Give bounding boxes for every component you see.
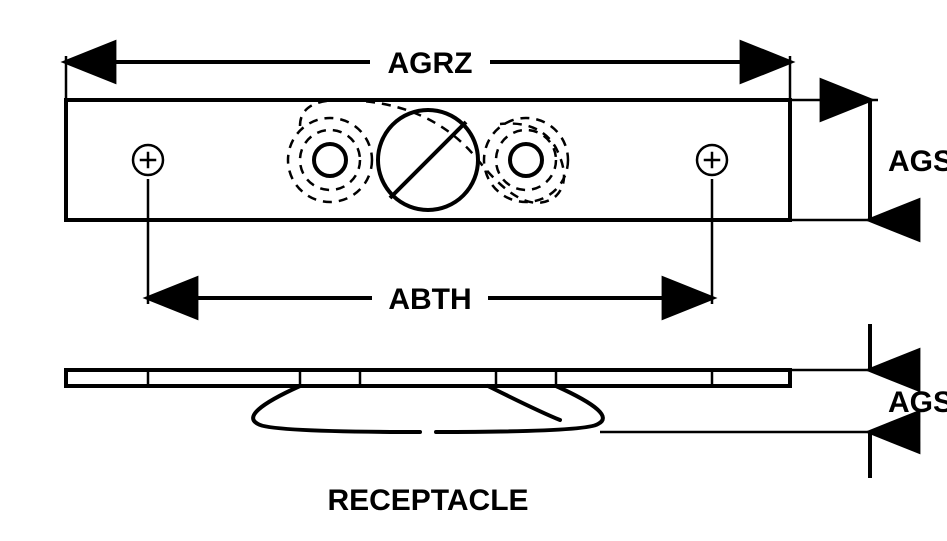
svg-text:RECEPTACLE: RECEPTACLE	[327, 484, 528, 517]
svg-text:AGRZ: AGRZ	[388, 47, 473, 80]
svg-text:AGSB: AGSB	[888, 145, 947, 178]
svg-text:AGSA: AGSA	[888, 386, 947, 419]
svg-text:ABTH: ABTH	[388, 283, 471, 316]
